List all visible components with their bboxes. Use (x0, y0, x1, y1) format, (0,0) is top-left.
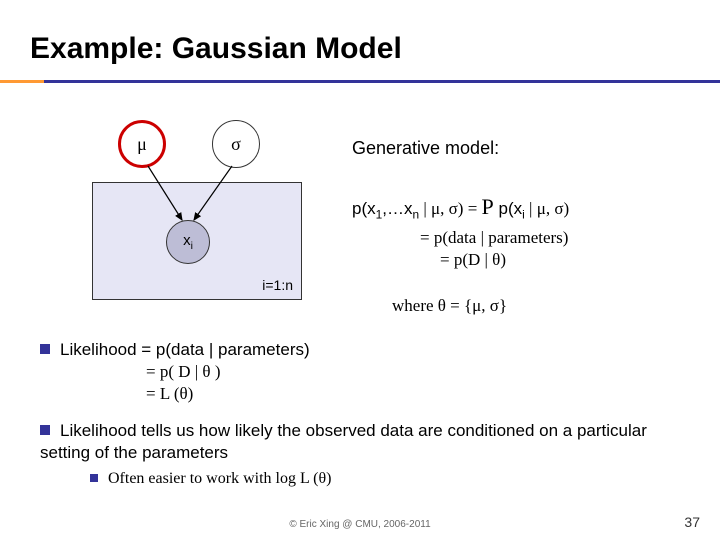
bullet-log-likelihood: Often easier to work with log L (θ) (90, 470, 331, 488)
node-sigma: σ (212, 120, 260, 168)
node-sigma-label: σ (231, 134, 241, 155)
bullet-likelihood-def-line2: = p( D | θ ) (146, 362, 220, 382)
eq-joint: p(x1,…xn | μ, σ) = P p(xi | μ, σ) (352, 194, 569, 221)
eq-data-given-params: = p(data | parameters) (420, 228, 568, 248)
slide-title: Example: Gaussian Model (30, 32, 402, 66)
plate-label: i=1:n (262, 277, 293, 293)
node-mu-label: μ (137, 134, 147, 155)
title-underline-accent (0, 80, 44, 83)
generative-model-heading: Generative model: (352, 138, 499, 159)
bullet-marker-icon (40, 344, 50, 354)
eq-theta-def: where θ = {μ, σ} (392, 296, 507, 316)
footer-copyright: © Eric Xing @ CMU, 2006-2011 (0, 519, 720, 530)
plate-diagram: i=1:n μ σ xi (92, 120, 322, 310)
slide-number: 37 (684, 514, 700, 530)
bullet-likelihood-def-line3: = L (θ) (146, 384, 193, 404)
bullet-likelihood-explain: Likelihood tells us how likely the obser… (40, 420, 680, 464)
eq-d-given-theta: = p(D | θ) (440, 250, 506, 270)
title-underline (0, 80, 720, 83)
node-xi: xi (166, 220, 210, 264)
bullet-marker-icon (40, 425, 50, 435)
node-xi-label: xi (183, 232, 193, 252)
bullet-marker-icon (90, 474, 98, 482)
bullet-likelihood-def: Likelihood = p(data | parameters) (40, 340, 310, 360)
node-mu: μ (118, 120, 166, 168)
